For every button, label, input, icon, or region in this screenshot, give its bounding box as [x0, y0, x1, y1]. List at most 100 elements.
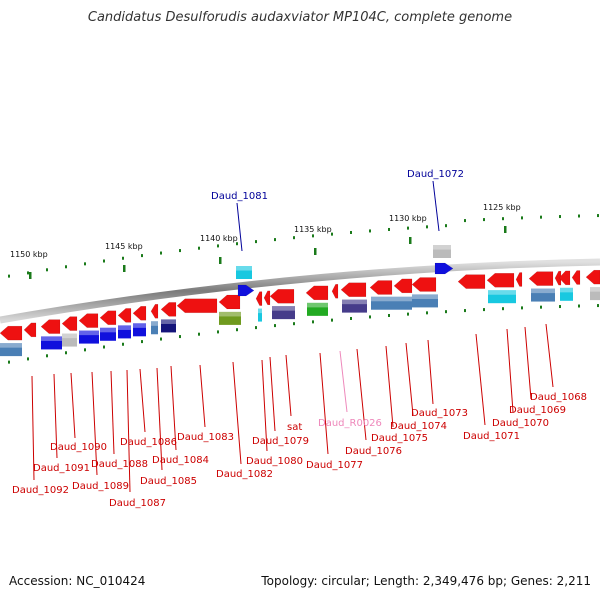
gene-box — [151, 321, 158, 335]
genome-backbone — [0, 258, 600, 324]
ruler-dot — [65, 351, 67, 355]
gene-box-shine — [371, 296, 412, 302]
ruler-dot — [27, 357, 29, 361]
gene-arrow — [160, 302, 177, 317]
scale-label: 1140 kbp — [200, 234, 238, 243]
gene-arrow — [515, 272, 523, 287]
gene-box-shine — [488, 290, 516, 295]
scale-label: 1150 kbp — [10, 250, 48, 259]
label-leader — [506, 328, 514, 413]
gene-label: Daud_1080 — [246, 456, 303, 467]
gene-label: Daud_1084 — [152, 455, 209, 466]
gene-label: Daud_1068 — [530, 392, 587, 403]
ruler-dot — [255, 326, 257, 330]
label-leader — [475, 333, 486, 426]
ruler-dot — [46, 268, 48, 272]
gene-arrow — [340, 282, 367, 297]
scale-label: 1130 kbp — [389, 214, 427, 223]
ruler-dot — [160, 251, 162, 255]
gene-label: Daud_1087 — [109, 498, 166, 509]
ruler-dot — [388, 227, 390, 231]
gene-arrow — [132, 306, 147, 321]
gene-label: Daud_R0026 — [318, 418, 382, 429]
ruler-dot — [445, 224, 447, 228]
map-title: Candidatus Desulforudis audaxviator MP10… — [87, 10, 513, 25]
gene-box — [488, 290, 516, 304]
gene-arrow — [176, 298, 218, 314]
gene-box-shine — [433, 245, 451, 250]
gene-box — [433, 245, 451, 258]
gene-box — [161, 319, 176, 333]
ruler-dot — [274, 238, 276, 242]
gene-arrow — [369, 280, 393, 295]
gene-arrow — [457, 274, 486, 289]
ruler-dot — [312, 320, 314, 324]
gene-box-shine — [100, 327, 116, 333]
ruler-dot — [8, 360, 10, 364]
ruler-dot — [464, 309, 466, 313]
gene-label: Daud_1083 — [177, 432, 234, 443]
gene-box-shine — [133, 323, 146, 328]
ruler-dot — [122, 342, 124, 346]
label-leader — [53, 373, 58, 459]
ruler-dot — [160, 337, 162, 341]
gene-label: Daud_1076 — [345, 446, 402, 457]
ruler-dot — [559, 215, 561, 219]
ruler-dot — [483, 308, 485, 312]
gene-arrow — [305, 285, 329, 301]
ruler-dot — [179, 335, 181, 339]
gene-box-shine — [236, 266, 252, 271]
gene-arrow — [255, 291, 263, 306]
label-leader — [139, 368, 146, 433]
gene-box-shine — [219, 311, 241, 317]
gene-box-shine — [560, 287, 573, 293]
gene-box — [0, 343, 22, 357]
gene-arrow — [263, 290, 271, 306]
scale-tick — [504, 226, 507, 233]
gene-arrow — [237, 284, 255, 297]
gene-arrow — [23, 322, 37, 338]
label-leader — [405, 342, 414, 416]
label-leader — [432, 180, 440, 232]
gene-box — [133, 323, 146, 337]
gene-arrow — [411, 277, 437, 292]
ruler-dot — [350, 316, 352, 320]
gene-box-shine — [307, 302, 328, 308]
ruler-dot — [331, 232, 333, 236]
label-leader — [110, 370, 115, 455]
gene-arrow — [150, 304, 159, 319]
gene-box — [41, 336, 62, 350]
gene-label: Daud_1069 — [509, 405, 566, 416]
gene-arrow — [571, 270, 581, 285]
label-leader — [232, 361, 242, 465]
gene-label: Daud_1088 — [91, 459, 148, 470]
gene-box-shine — [41, 336, 62, 341]
ruler-dot — [141, 254, 143, 258]
scale-label: 1125 kbp — [483, 203, 521, 212]
gene-box-shine — [161, 319, 176, 324]
ruler-dot — [540, 215, 542, 219]
gene-arrow — [117, 308, 132, 323]
ruler-dot — [426, 311, 428, 315]
ruler-dot — [198, 246, 200, 250]
scale-tick — [123, 265, 126, 272]
accession-text: Accession: NC_010424 — [9, 574, 146, 588]
gene-label: Daud_1075 — [371, 433, 428, 444]
ruler-dot — [407, 312, 409, 316]
gene-box-shine — [412, 294, 438, 299]
ruler-dot — [46, 354, 48, 358]
ruler-dot — [217, 244, 219, 248]
gene-arrow — [218, 294, 241, 310]
gene-box — [62, 333, 77, 347]
gene-label: Daud_1072 — [407, 169, 464, 180]
gene-box — [118, 325, 131, 339]
scale-tick — [219, 257, 222, 264]
gene-arrow — [61, 316, 78, 331]
gene-box — [412, 294, 438, 308]
label-leader — [524, 326, 532, 400]
label-leader — [91, 371, 98, 476]
gene-box-shine — [151, 321, 158, 326]
gene-arrow — [269, 289, 295, 304]
gene-box — [219, 311, 241, 325]
